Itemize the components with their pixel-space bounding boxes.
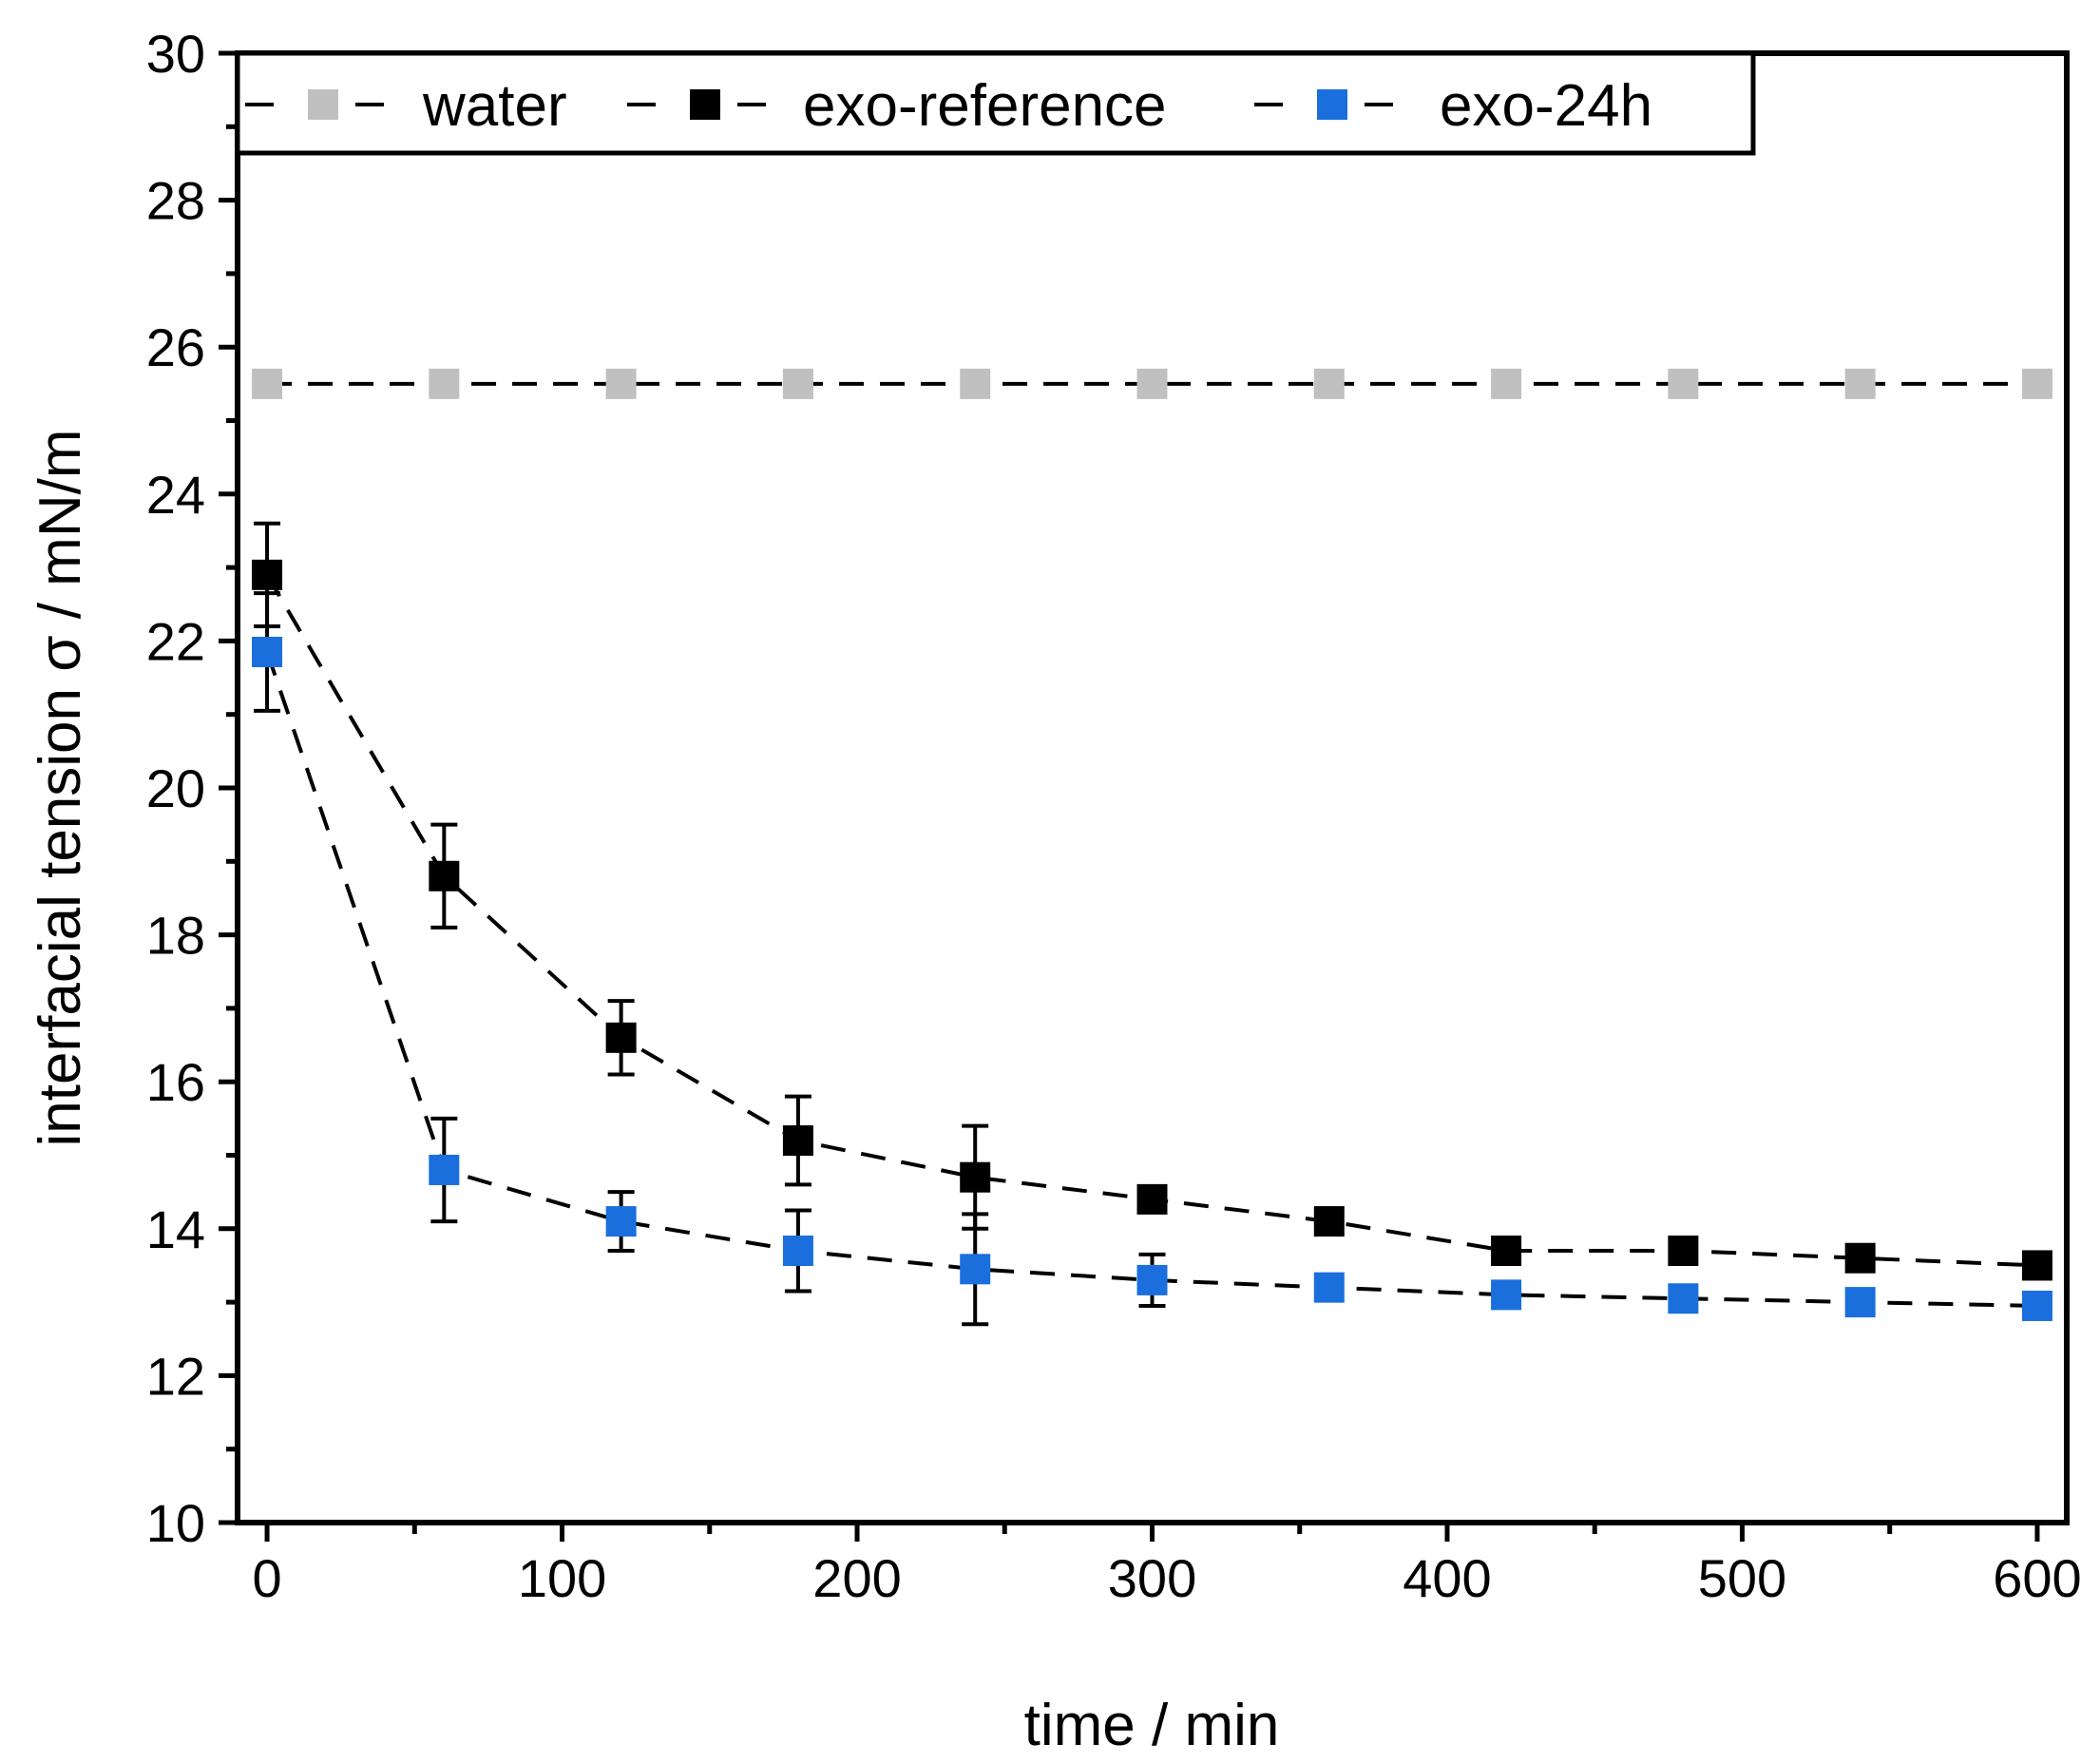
data-point: [1844, 1287, 1876, 1318]
data-point: [1313, 368, 1345, 399]
plot-series: [252, 368, 2052, 1327]
x-tick-label: 500: [1698, 1548, 1786, 1608]
y-tick-label: 16: [146, 1052, 205, 1112]
y-tick-label: 26: [146, 317, 205, 377]
data-point: [2021, 1250, 2052, 1281]
legend-label: exo-24h: [1440, 73, 1652, 139]
legend-marker-swatch: [308, 89, 338, 120]
data-point: [429, 860, 460, 892]
y-tick-label: 20: [146, 758, 205, 818]
series-exo-24h: [252, 591, 2052, 1327]
legend: water exo-reference exo-24h: [235, 50, 1756, 156]
data-point: [1313, 1206, 1345, 1237]
axis-ticks: 0 100 200 300 400 500 600 10 12 14 16 18 20 22 24 26 28 3…: [146, 24, 2082, 1608]
data-point: [605, 1022, 637, 1053]
y-axis-label: interfacial tension σ / mN/m: [28, 430, 93, 1147]
data-point: [960, 1161, 991, 1193]
data-point: [2021, 1290, 2052, 1321]
data-point: [1491, 1279, 1522, 1311]
data-point: [1668, 1235, 1699, 1266]
legend-marker-swatch: [690, 89, 720, 120]
y-tick-label: 10: [146, 1493, 205, 1553]
data-point: [1313, 1272, 1345, 1303]
y-tick-label: 12: [146, 1346, 205, 1406]
data-point: [2021, 368, 2052, 399]
data-point: [1844, 1242, 1876, 1274]
x-tick-label: 200: [812, 1548, 901, 1608]
series-line: [265, 651, 2037, 1308]
data-point: [1136, 1183, 1168, 1215]
data-point: [782, 1125, 813, 1157]
data-point: [782, 1235, 813, 1266]
data-point: [429, 368, 460, 399]
legend-marker-swatch: [1317, 89, 1347, 120]
data-point: [1136, 368, 1168, 399]
x-tick-label: 300: [1108, 1548, 1196, 1608]
data-point: [1491, 1235, 1522, 1266]
data-point: [960, 1254, 991, 1285]
data-point: [252, 368, 283, 399]
y-tick-label: 14: [146, 1199, 205, 1259]
legend-entry-exo-24h: exo-24h: [1254, 73, 1652, 139]
data-point: [1668, 368, 1699, 399]
y-tick-label: 24: [146, 465, 205, 525]
legend-label: exo-reference: [803, 73, 1167, 139]
data-point: [782, 368, 813, 399]
x-axis-label: time / min: [1024, 1693, 1280, 1758]
data-point: [1844, 368, 1876, 399]
data-point: [252, 559, 283, 590]
series-water: [252, 368, 2052, 399]
legend-box: [235, 50, 1756, 156]
legend-entry-water: water: [245, 73, 567, 139]
data-point: [252, 636, 283, 667]
data-point: [1136, 1264, 1168, 1295]
data-point: [429, 1154, 460, 1185]
data-point: [605, 1206, 637, 1237]
legend-label: water: [422, 73, 567, 139]
legend-entry-exo-reference: exo-reference: [627, 73, 1167, 139]
data-point: [1491, 368, 1522, 399]
y-tick-label: 28: [146, 171, 205, 231]
x-tick-label: 600: [1993, 1548, 2081, 1608]
x-tick-label: 400: [1403, 1548, 1491, 1608]
axis-labels: time / min interfacial tension σ / mN/m: [28, 430, 1279, 1758]
data-point: [960, 368, 991, 399]
x-tick-label: 0: [252, 1548, 281, 1608]
y-tick-label: 22: [146, 611, 205, 671]
y-tick-label: 30: [146, 24, 205, 84]
data-point: [605, 368, 637, 399]
y-tick-label: 18: [146, 906, 205, 966]
x-tick-label: 100: [518, 1548, 606, 1608]
data-point: [1668, 1283, 1699, 1314]
